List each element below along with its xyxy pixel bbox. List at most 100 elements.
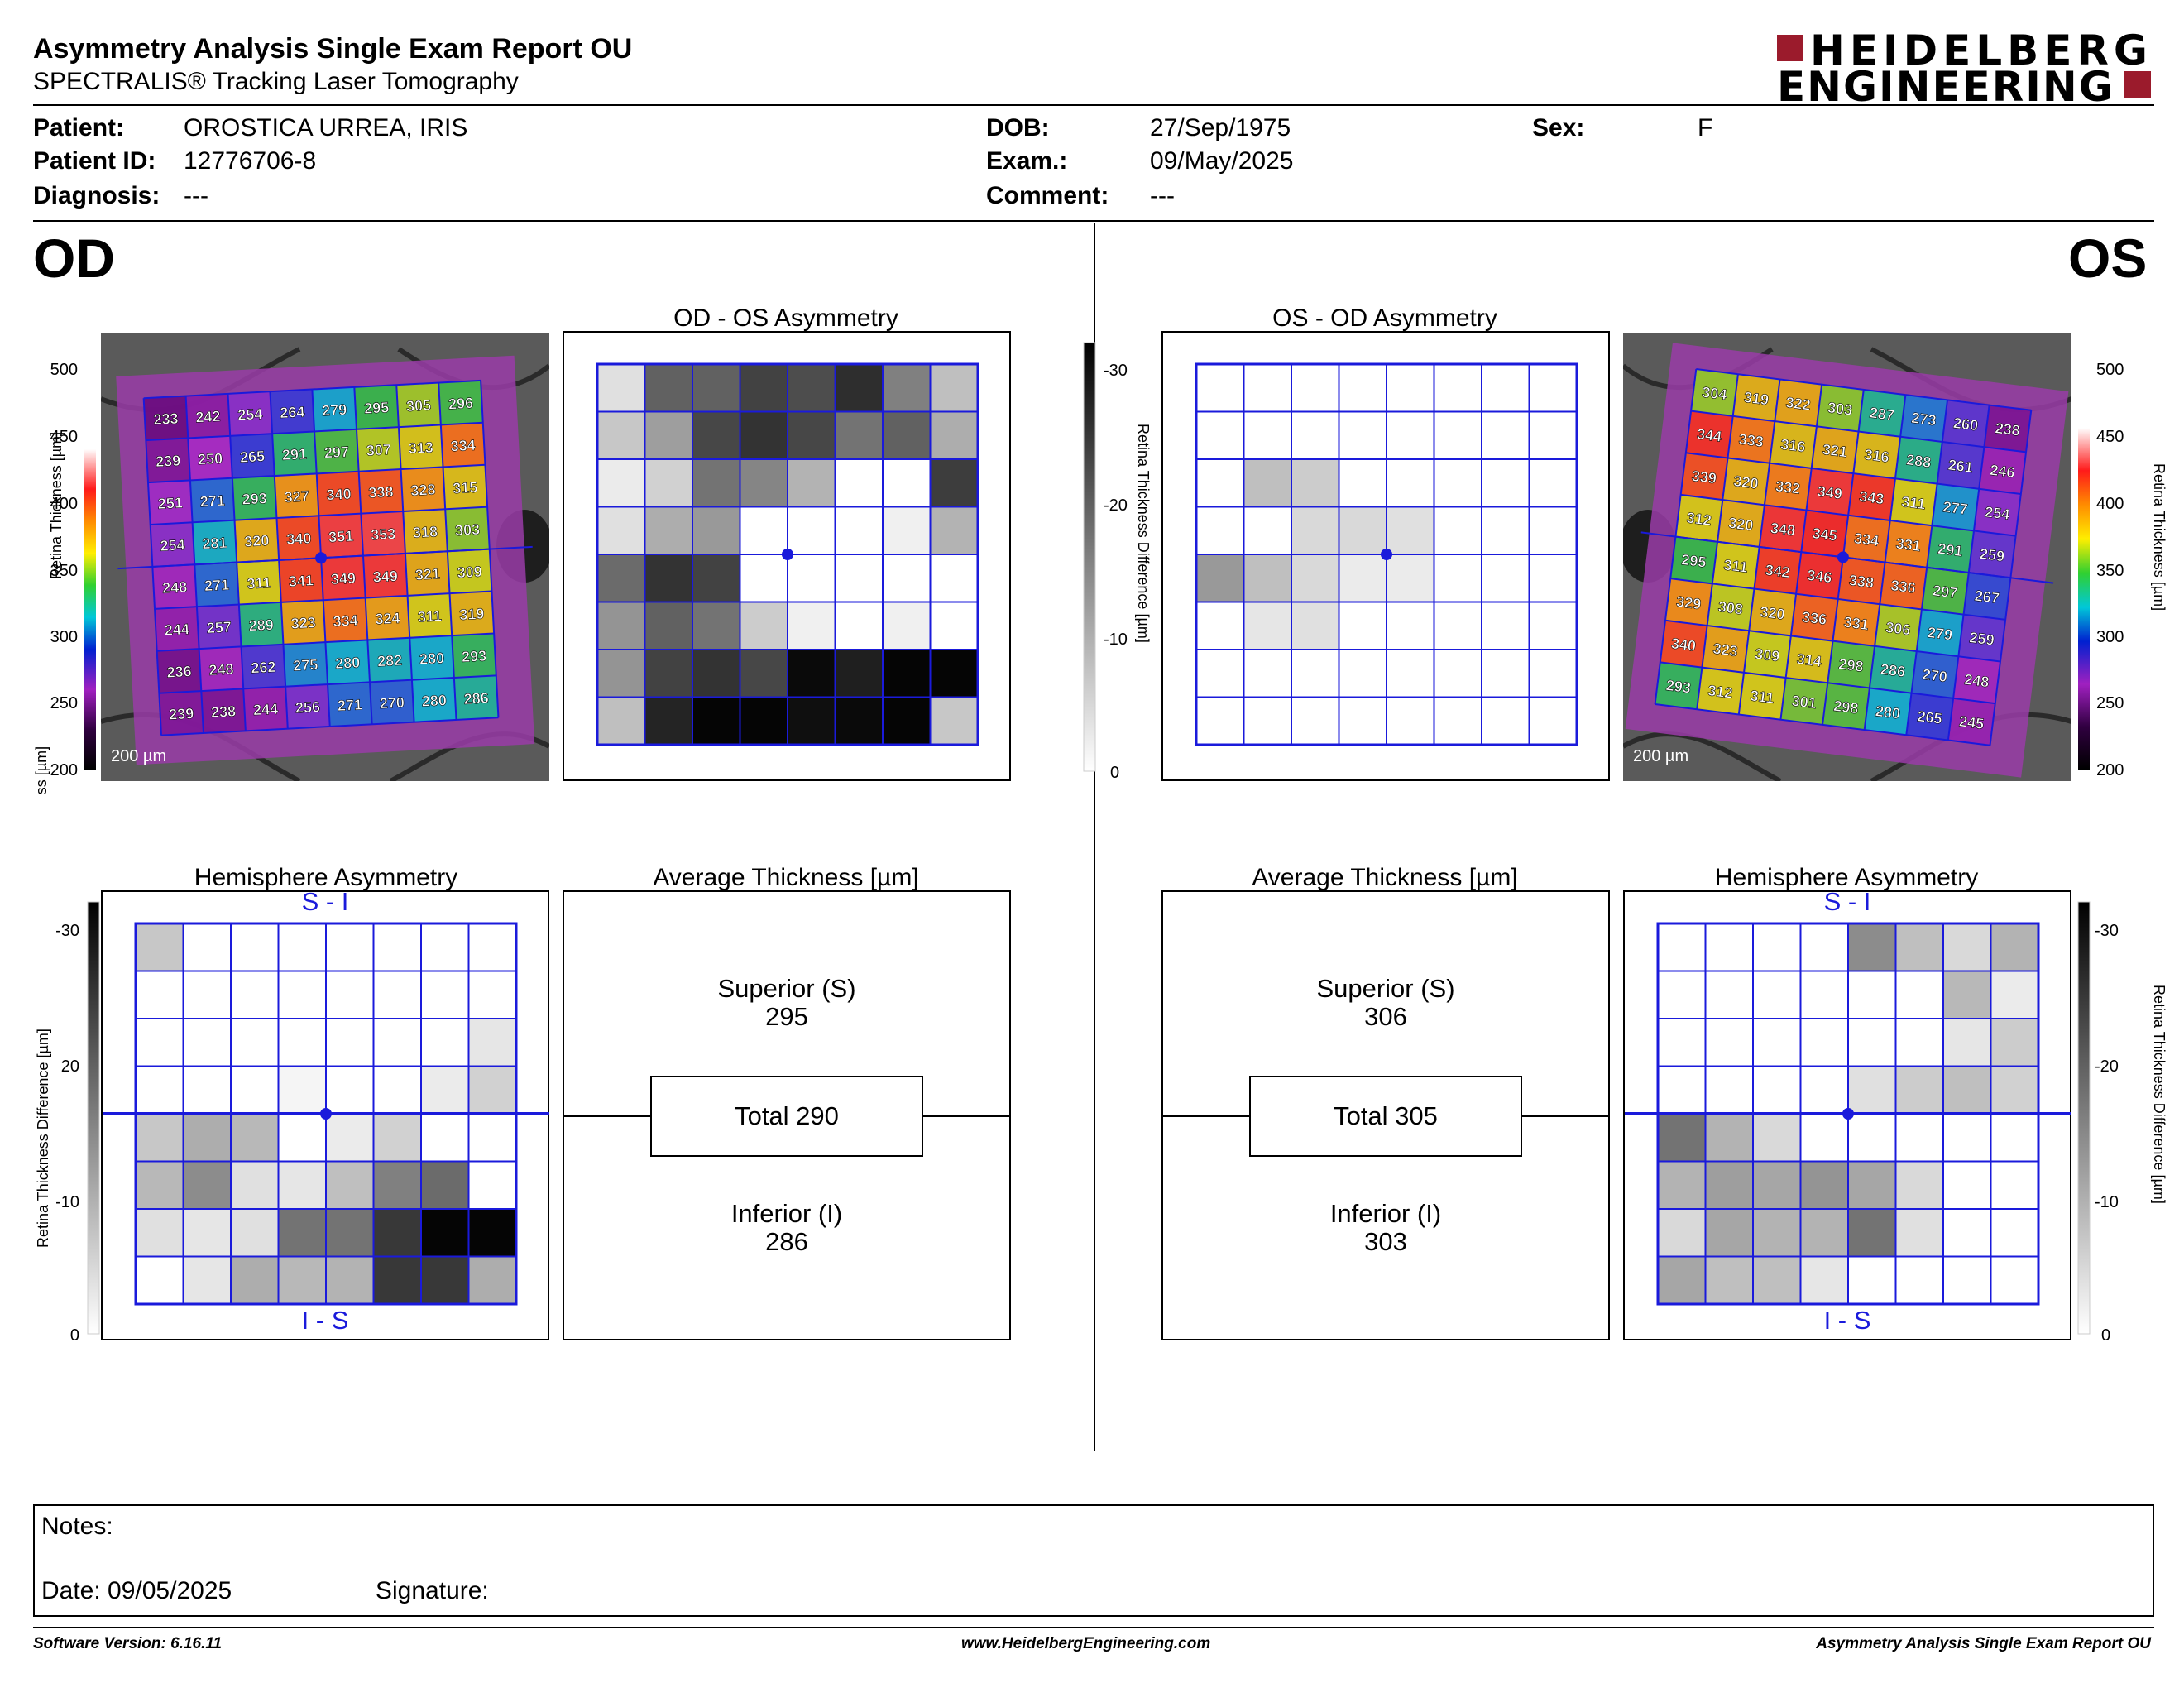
grid-cell: [1990, 1065, 2039, 1115]
thickness-cell-value: 342: [1765, 562, 1791, 582]
thickness-cell-value: 259: [1979, 545, 2005, 565]
thickness-cell: [196, 604, 242, 650]
thickness-cell: [453, 675, 499, 720]
grid-cell: [1799, 1113, 1849, 1163]
od-scale-tick-500: 500: [50, 361, 78, 379]
grid-cell: [135, 1160, 184, 1210]
thickness-cell-value: 343: [1858, 488, 1885, 508]
thickness-cell: [1764, 463, 1812, 511]
thickness-cell: [447, 549, 492, 594]
grid-cell: [1243, 601, 1292, 650]
grid-cell: [277, 1160, 327, 1210]
grid-cell: [834, 363, 884, 413]
notes-box: Notes: Date: 09/05/2025 Signature:: [33, 1504, 2154, 1617]
grid-cell: [1528, 363, 1578, 413]
grid-cell: [182, 1018, 232, 1067]
grid-cell: [1291, 410, 1340, 460]
grid-line-h: [160, 717, 499, 736]
thickness-cell-value: 315: [453, 479, 478, 497]
patient-id-label: Patient ID:: [33, 147, 156, 175]
thickness-cell-value: 236: [166, 663, 192, 681]
website-link[interactable]: www.HeidelbergEngineering.com: [961, 1635, 1211, 1652]
grid-cell: [692, 363, 741, 413]
top-diff-tick-20: -20: [1104, 496, 1128, 515]
thickness-cell-value: 321: [1822, 441, 1848, 461]
thickness-cell: [1759, 505, 1807, 553]
comment-label: Comment:: [986, 182, 1109, 209]
fovea-center-dot: [782, 549, 793, 560]
os-si-label: S - I: [1823, 887, 1871, 916]
grid-cell: [596, 458, 646, 508]
grid-cell: [1942, 1113, 1992, 1163]
thickness-cell: [403, 509, 448, 554]
report-subtitle: SPECTRALIS® Tracking Laser Tomography: [33, 68, 519, 95]
grid-cell: [1704, 1065, 1754, 1115]
grid-cell: [372, 1160, 422, 1210]
thickness-cell: [232, 476, 277, 520]
grid-cell: [929, 649, 979, 698]
grid-cell: [596, 506, 646, 555]
grid-cell: [596, 649, 646, 698]
od-hemi-tick-0: 0: [70, 1326, 79, 1345]
thickness-cell: [272, 431, 317, 477]
software-version: Software Version: 6.16.11: [33, 1635, 223, 1652]
thickness-cell-value: 233: [153, 410, 179, 429]
grid-cell: [1528, 554, 1578, 603]
thickness-cell: [1670, 536, 1718, 584]
thickness-cell-value: 286: [1880, 660, 1906, 680]
grid-cell: [467, 923, 517, 972]
thickness-cell-value: 316: [1864, 446, 1890, 466]
thickness-cell: [1722, 458, 1770, 506]
grid-cell: [1894, 1018, 1944, 1067]
grid-cell: [1195, 696, 1245, 746]
thickness-cell: [452, 633, 496, 679]
footer-rule: [33, 1627, 2154, 1628]
os-superior-value: 306: [1364, 1002, 1407, 1031]
thickness-cell-value: 329: [1675, 593, 1702, 613]
grid-cell: [1894, 970, 1944, 1019]
od-average-title: Average Thickness [µm]: [653, 864, 919, 891]
grid-cell: [644, 601, 693, 650]
grid-cell: [1657, 1208, 1707, 1258]
thickness-cell-value: 254: [1984, 503, 2010, 523]
grid-cell: [372, 1113, 422, 1163]
grid-cell: [596, 601, 646, 650]
grid-cell: [882, 649, 932, 698]
grid-cell: [1657, 1255, 1707, 1305]
thickness-cell: [276, 516, 322, 560]
od-hemi-tick-10: -10: [55, 1193, 79, 1211]
grid-cell: [929, 554, 979, 603]
thickness-cell: [1911, 651, 1959, 698]
os-hemi-tick-10: -10: [2095, 1193, 2119, 1211]
heidelberg-logo: HEIDELBERG ENGINEERING: [1777, 26, 2154, 111]
od-thickness-map-svg: 233 242 254 264 279 295 305 296 239 250 265 291 297 3…: [101, 333, 549, 781]
grid-cell: [1704, 1018, 1754, 1067]
grid-line-h: [154, 590, 492, 610]
grid-cell: [325, 1113, 375, 1163]
thickness-cell-value: 301: [1791, 693, 1818, 712]
grid-cell: [1752, 1255, 1802, 1305]
thickness-cell: [1921, 567, 1969, 615]
grid-cell: [644, 410, 693, 460]
thickness-cell-value: 311: [1723, 556, 1749, 575]
grid-cell: [1942, 970, 1992, 1019]
grid-cell: [182, 1065, 232, 1115]
grid-cell: [230, 1208, 280, 1258]
grid-cell: [1894, 1065, 1944, 1115]
thickness-cell: [1665, 578, 1712, 626]
comment-value: ---: [1150, 182, 1175, 209]
thickness-cell: [449, 591, 495, 636]
os-is-label: I - S: [1823, 1306, 1871, 1335]
thickness-cell: [1837, 557, 1885, 605]
thickness-cell-value: 349: [330, 570, 356, 588]
od-superior-label: Superior (S): [717, 974, 856, 1003]
od-si-label: S - I: [301, 887, 349, 916]
thickness-cell-value: 280: [335, 654, 361, 672]
od-scale-tick-450: 450: [50, 428, 78, 446]
grid-cell: [420, 1018, 470, 1067]
fovea-center-dot: [320, 1108, 332, 1120]
grid-cell: [644, 506, 693, 555]
thickness-cell: [1655, 662, 1703, 710]
thickness-cell-value: 244: [253, 701, 279, 719]
thickness-cell-value: 321: [414, 565, 440, 583]
